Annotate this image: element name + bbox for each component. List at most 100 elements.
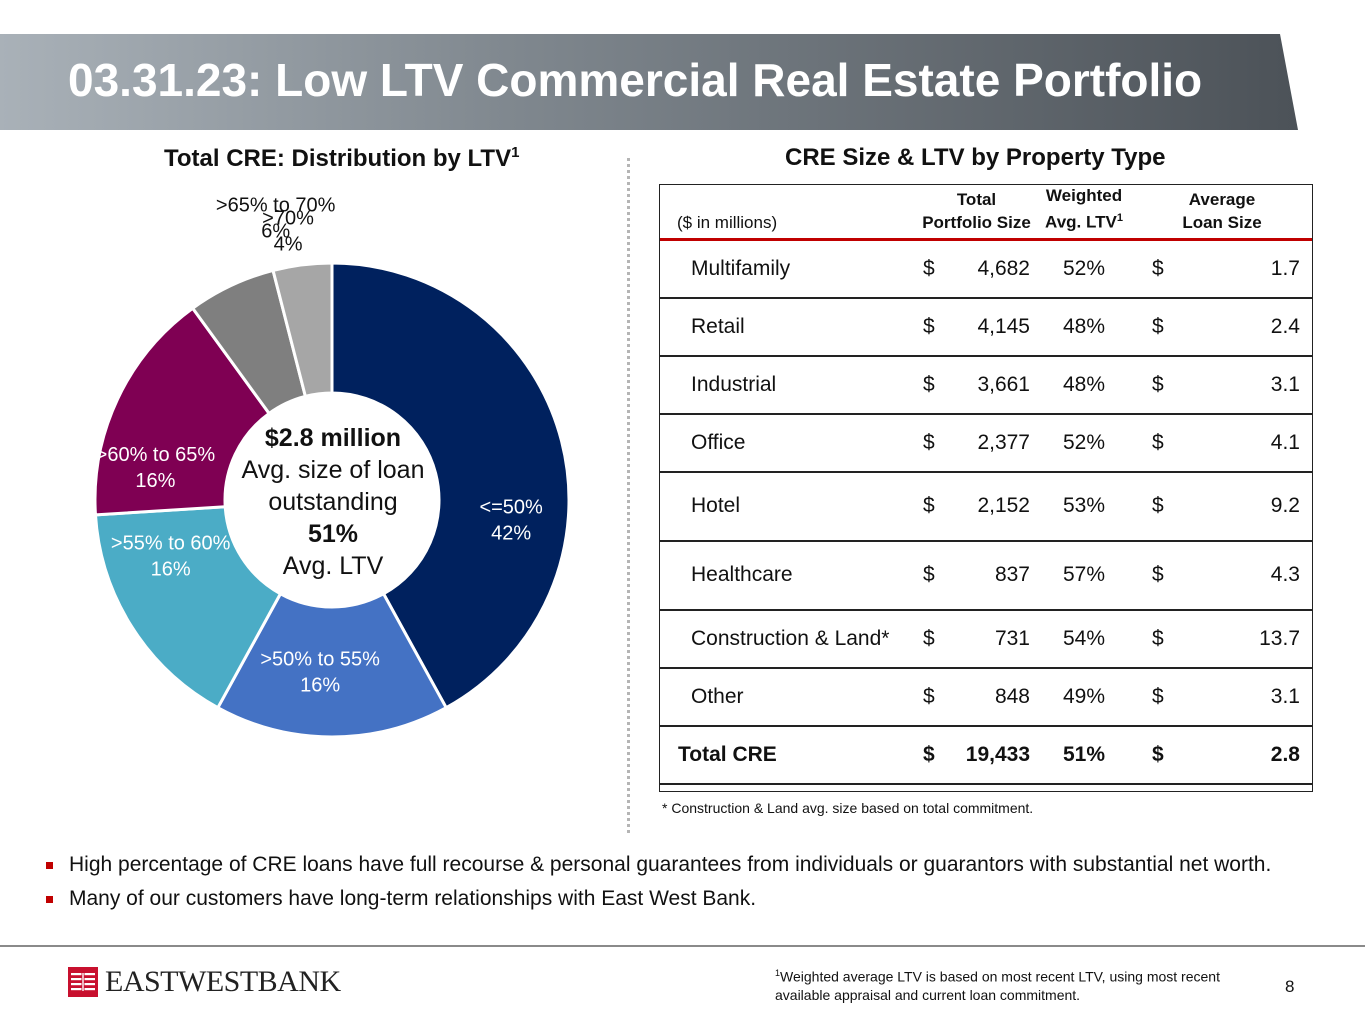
total-portfolio-value: 2,377: [947, 413, 1036, 473]
ltv-header-line1: Weighted: [1045, 186, 1123, 206]
donut-slice: [93, 306, 272, 517]
slice-value-label: 4%: [274, 234, 303, 256]
slice-value-label: 16%: [135, 470, 175, 492]
donut-slice: [330, 261, 571, 710]
property-type-name: Construction & Land*: [660, 609, 917, 669]
currency-sign: $: [917, 667, 947, 727]
table-row: Hotel $ 2,152 53% $ 9.2: [660, 471, 1312, 542]
avg-header-line1: Average: [1188, 190, 1256, 209]
property-type-name: Industrial: [660, 355, 917, 415]
avg-loan-size-value: $2.8 million: [264, 424, 402, 452]
section-divider: [627, 158, 630, 833]
donut-slice: [93, 505, 283, 710]
currency-sign: $: [917, 297, 947, 357]
property-type-name: Retail: [660, 297, 917, 357]
total-header-line1: Total: [956, 190, 997, 209]
slice-category-label: >70%: [262, 208, 314, 230]
total-header-line2: Portfolio Size: [922, 213, 1031, 232]
bullet-marker-icon: [46, 861, 53, 869]
construction-footnote: * Construction & Land avg. size based on…: [662, 800, 1034, 816]
currency-sign: $: [917, 413, 947, 473]
currency-sign: $: [917, 540, 947, 611]
avg-loan-header: Average Loan Size: [1132, 184, 1312, 241]
avg-ltv-value: 51%: [307, 520, 359, 548]
ltv-footnote-text: Weighted average LTV is based on most re…: [775, 968, 1220, 1003]
weighted-ltv-value: 57%: [1036, 540, 1132, 611]
ltv-footnote-sup: 1: [775, 968, 781, 978]
avg-loan-size-value: 3.1: [1200, 667, 1312, 727]
avg-loan-size-label-1: Avg. size of loan: [241, 456, 425, 484]
currency-sign: $: [1132, 609, 1200, 669]
table-row: Retail $ 4,145 48% $ 2.4: [660, 297, 1312, 357]
bullet-text: Many of our customers have long-term rel…: [69, 887, 757, 910]
slice-category-label: <=50%: [479, 497, 543, 519]
table-header-row: ($ in millions) Total Portfolio Size Weig…: [660, 184, 1312, 241]
total-portfolio-header: Total Portfolio Size: [917, 184, 1036, 241]
donut-section-title: Total CRE: Distribution by LTV1: [164, 144, 519, 173]
currency-sign: $: [917, 239, 947, 299]
property-type-name: Multifamily: [660, 239, 917, 299]
table-row: Other $ 848 49% $ 3.1: [660, 667, 1312, 727]
page-number: 8: [1285, 977, 1295, 996]
avg-loan-size-value: 1.7: [1200, 239, 1312, 299]
avg-loan-size-value: 2.8: [1200, 725, 1312, 785]
total-portfolio-value: 2,152: [947, 471, 1036, 542]
slice-category-label: >55% to 60%: [111, 533, 231, 555]
weighted-ltv-value: 52%: [1036, 239, 1132, 299]
ltv-donut-chart: <=50% 42% >50% to 55% 16% >55% to 60% 16% >60%…: [93, 195, 571, 739]
donut-center-summary: $2.8 million Avg. size of loan outstandi…: [225, 422, 441, 582]
currency-sign: $: [1132, 297, 1200, 357]
total-row-name: Total CRE: [660, 725, 917, 785]
avg-loan-size-value: 2.4: [1200, 297, 1312, 357]
slice-value-label: 6%: [261, 221, 290, 243]
east-west-bank-logo: EASTWESTBANK: [68, 965, 341, 999]
bullet-item: Many of our customers have long-term rel…: [46, 882, 1271, 916]
table-row: Industrial $ 3,661 48% $ 3.1: [660, 355, 1312, 415]
currency-sign: $: [1132, 239, 1200, 299]
weighted-ltv-value: 53%: [1036, 471, 1132, 542]
donut-slice: [271, 261, 334, 399]
currency-sign: $: [1132, 540, 1200, 611]
total-portfolio-value: 731: [947, 609, 1036, 669]
donut-slices: [93, 261, 571, 739]
table-total-row: Total CRE $ 19,433 51% $ 2.8: [660, 725, 1312, 785]
currency-sign: $: [1132, 667, 1200, 727]
currency-sign: $: [917, 725, 947, 785]
avg-ltv-label: Avg. LTV: [282, 552, 384, 580]
bullet-marker-icon: [46, 895, 53, 903]
avg-loan-size-label-2: outstanding: [268, 488, 398, 516]
currency-sign: $: [1132, 471, 1200, 542]
currency-sign: $: [917, 471, 947, 542]
bullet-item: High percentage of CRE loans have full r…: [46, 848, 1271, 882]
currency-sign: $: [917, 609, 947, 669]
slice-category-label: >60% to 65%: [96, 444, 216, 466]
property-type-name: Other: [660, 667, 917, 727]
donut-section-title-sup: 1: [511, 144, 520, 161]
units-label: ($ in millions): [660, 184, 917, 241]
bullet-text: High percentage of CRE loans have full r…: [69, 853, 1272, 876]
footer-divider: [0, 945, 1365, 947]
avg-loan-size-value: 4.3: [1200, 540, 1312, 611]
title-banner: [0, 34, 1298, 130]
donut-slice: [215, 591, 449, 739]
cre-property-type-table: ($ in millions) Total Portfolio Size Weig…: [660, 184, 1312, 785]
table-row: Office $ 2,377 52% $ 4.1: [660, 413, 1312, 473]
total-portfolio-value: 19,433: [947, 725, 1036, 785]
slice-value-label: 16%: [151, 559, 191, 581]
slice-category-label: >50% to 55%: [260, 649, 380, 671]
ltv-header-line2: Avg. LTV1: [1036, 207, 1132, 234]
ltv-header-line2-text: Avg. LTV: [1045, 213, 1117, 232]
table-section-title: CRE Size & LTV by Property Type: [785, 144, 1166, 171]
currency-sign: $: [917, 355, 947, 415]
avg-loan-size-value: 3.1: [1200, 355, 1312, 415]
total-portfolio-value: 3,661: [947, 355, 1036, 415]
logo-text: EASTWESTBANK: [105, 965, 341, 998]
ltv-header-sup: 1: [1116, 212, 1123, 225]
table-row: Construction & Land* $ 731 54% $ 13.7: [660, 609, 1312, 669]
avg-loan-size-value: 9.2: [1200, 471, 1312, 542]
weighted-ltv-value: 49%: [1036, 667, 1132, 727]
weighted-ltv-value: 51%: [1036, 725, 1132, 785]
total-portfolio-value: 837: [947, 540, 1036, 611]
page-title: 03.31.23: Low LTV Commercial Real Estate…: [68, 54, 1203, 106]
slice-value-label: 42%: [491, 523, 531, 545]
